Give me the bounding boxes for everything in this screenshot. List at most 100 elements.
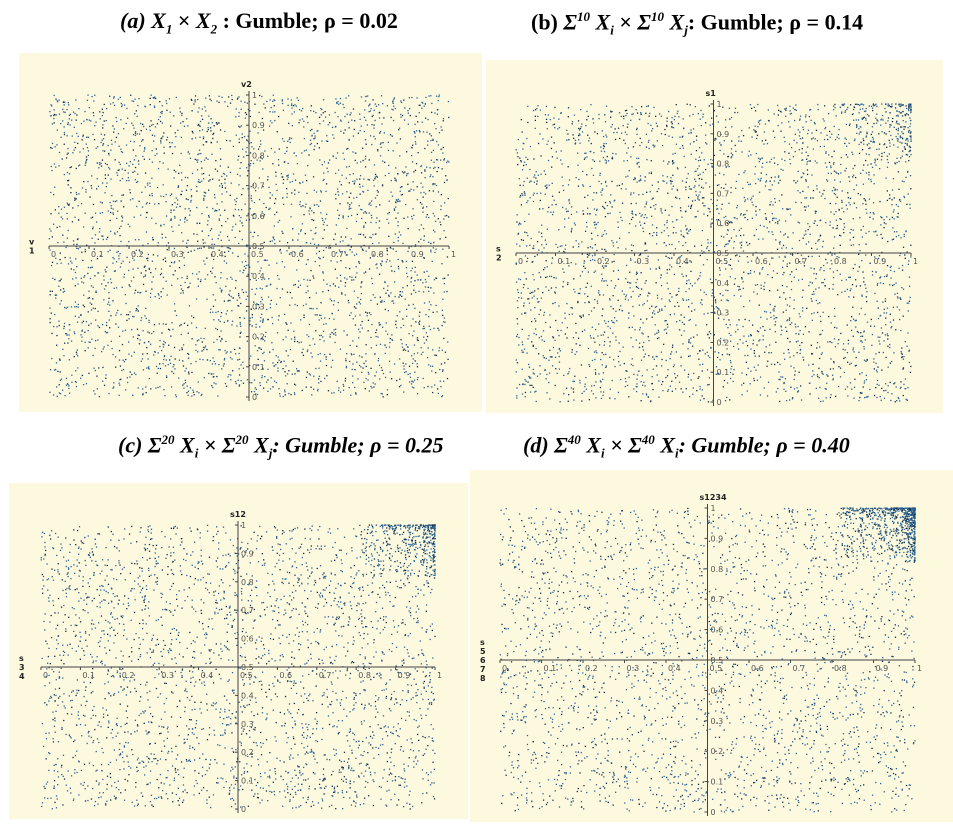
scatter-point xyxy=(562,185,564,187)
scatter-point xyxy=(353,290,355,292)
scatter-point xyxy=(259,160,261,162)
scatter-point xyxy=(907,114,909,116)
scatter-point xyxy=(199,125,201,127)
scatter-point xyxy=(228,247,230,249)
scatter-point xyxy=(306,192,308,194)
scatter-point xyxy=(763,143,765,145)
scatter-point xyxy=(865,296,867,298)
scatter-point xyxy=(92,112,94,114)
scatter-point xyxy=(117,133,120,135)
scatter-point xyxy=(815,242,817,245)
scatter-point xyxy=(224,130,226,133)
scatter-point xyxy=(102,127,104,129)
scatter-point xyxy=(301,351,303,354)
scatter-point xyxy=(303,137,306,140)
scatter-point xyxy=(848,124,851,126)
scatter-point xyxy=(427,118,429,121)
scatter-point xyxy=(435,277,437,279)
scatter-point xyxy=(904,257,906,259)
x-tick-label: 0.5 xyxy=(251,250,264,259)
scatter-point xyxy=(207,235,210,237)
scatter-point xyxy=(165,236,167,239)
scatter-point xyxy=(594,369,596,371)
x-tick-label: 1 xyxy=(451,250,456,259)
scatter-point xyxy=(378,227,380,229)
scatter-point xyxy=(888,130,890,133)
scatter-point xyxy=(611,124,613,126)
scatter-point xyxy=(138,239,140,241)
scatter-point xyxy=(789,305,791,307)
scatter-point xyxy=(326,167,328,169)
scatter-point xyxy=(382,103,384,105)
scatter-point xyxy=(308,213,311,215)
scatter-point xyxy=(421,101,423,103)
scatter-point xyxy=(144,315,146,317)
scatter-point xyxy=(102,150,104,152)
scatter-point xyxy=(374,353,376,355)
scatter-point xyxy=(727,228,729,231)
scatter-point xyxy=(245,113,248,115)
scatter-point xyxy=(719,165,721,167)
scatter-point xyxy=(137,334,139,336)
scatter-point xyxy=(527,257,529,259)
scatter-point xyxy=(216,338,218,341)
scatter-point xyxy=(633,373,635,375)
scatter-point xyxy=(197,285,199,287)
scatter-point xyxy=(681,145,684,147)
y-tick-label: 0.3 xyxy=(252,302,265,311)
scatter-point xyxy=(705,168,707,171)
scatter-point xyxy=(112,353,114,356)
scatter-point xyxy=(447,341,449,343)
scatter-point xyxy=(137,104,139,107)
scatter-point xyxy=(149,125,151,128)
scatter-point xyxy=(592,258,594,261)
scatter-point xyxy=(706,324,708,326)
scatter-point xyxy=(287,162,289,164)
scatter-point xyxy=(347,202,349,204)
scatter-point xyxy=(852,267,854,270)
scatter-point xyxy=(427,286,429,288)
scatter-point xyxy=(235,279,237,282)
scatter-point xyxy=(214,363,217,365)
scatter-point xyxy=(656,232,658,234)
scatter-point xyxy=(193,233,195,235)
scatter-point xyxy=(179,325,181,327)
scatter-point xyxy=(418,323,421,325)
scatter-point xyxy=(113,131,115,133)
scatter-point xyxy=(52,394,55,396)
scatter-point xyxy=(263,103,265,105)
scatter-point xyxy=(245,219,248,221)
scatter-point xyxy=(50,165,52,168)
scatter-point xyxy=(594,270,597,272)
scatter-point xyxy=(375,233,377,235)
scatter-point xyxy=(401,114,404,117)
scatter-point xyxy=(204,347,206,349)
scatter-point xyxy=(58,324,60,327)
scatter-point xyxy=(343,132,345,134)
scatter-point xyxy=(133,216,135,218)
scatter-point xyxy=(323,172,325,174)
scatter-point xyxy=(816,162,818,164)
scatter-point xyxy=(260,143,262,145)
scatter-point xyxy=(364,109,366,111)
scatter-point xyxy=(820,353,822,356)
scatter-point xyxy=(376,267,378,269)
scatter-point xyxy=(416,363,418,365)
scatter-point xyxy=(346,113,348,115)
scatter-point xyxy=(359,113,361,115)
scatter-point xyxy=(231,229,233,231)
scatter-point xyxy=(641,141,643,144)
scatter-point xyxy=(791,398,794,400)
scatter-point xyxy=(777,114,779,116)
scatter-point xyxy=(389,134,392,136)
scatter-point xyxy=(231,310,233,312)
scatter-point xyxy=(401,295,403,298)
scatter-point xyxy=(345,177,347,179)
scatter-point xyxy=(375,175,378,177)
scatter-point xyxy=(621,202,624,204)
caption-a-prefix: (a) xyxy=(120,8,152,33)
scatter-point xyxy=(131,100,133,102)
scatter-point xyxy=(405,267,408,269)
scatter-point xyxy=(442,370,444,372)
scatter-point xyxy=(572,246,574,248)
